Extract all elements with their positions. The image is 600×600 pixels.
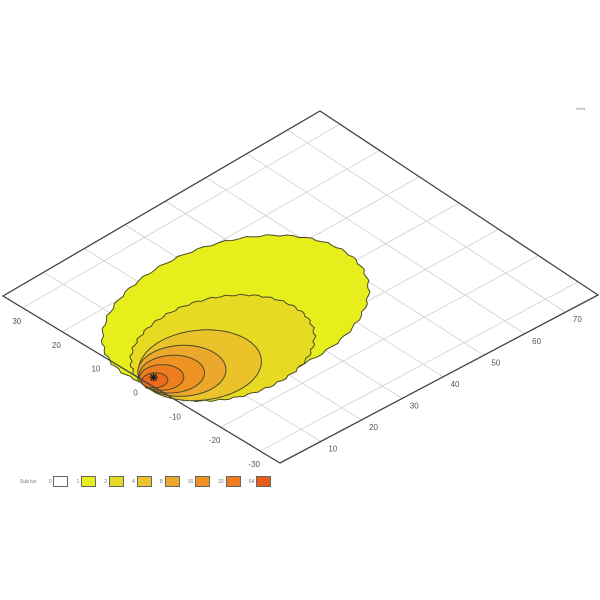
legend: Sub lux 0 1 2 4 8 16 32 64 xyxy=(20,476,279,487)
legend-item: 4 xyxy=(132,476,152,487)
x-tick-label: 70 xyxy=(573,315,582,324)
x-tick-label: 20 xyxy=(369,423,378,432)
legend-value: 0 xyxy=(48,478,52,485)
legend-value: 64 xyxy=(248,478,255,485)
legend-item: 64 xyxy=(249,476,272,487)
legend-item: 8 xyxy=(160,476,180,487)
tick-labels: 30 20 10 0 -10 -20 -30 10 20 30 40 50 60 70 xyxy=(12,315,582,469)
y-tick-label: -20 xyxy=(209,436,221,445)
grid-line-y xyxy=(260,281,579,452)
legend-label: Sub lux xyxy=(20,478,37,485)
legend-value: 8 xyxy=(159,478,163,485)
y-tick-label: 30 xyxy=(12,317,21,326)
x-tick-label: 30 xyxy=(410,401,419,410)
luminaire-star-icon xyxy=(149,373,158,382)
legend-value: 4 xyxy=(132,478,135,485)
legend-value: 16 xyxy=(187,478,194,485)
legend-swatch xyxy=(53,476,69,487)
legend-value: 1 xyxy=(76,478,80,485)
x-tick-label: 50 xyxy=(491,358,500,367)
contours xyxy=(100,234,371,403)
corner-note: Hella xyxy=(576,106,586,111)
legend-item: 32 xyxy=(218,476,241,487)
legend-swatch xyxy=(136,476,152,487)
legend-item: 16 xyxy=(188,476,211,487)
legend-item: 0 xyxy=(49,476,69,487)
x-tick-label: 40 xyxy=(451,380,460,389)
legend-swatch xyxy=(81,476,97,487)
legend-swatch xyxy=(225,476,241,487)
legend-swatch xyxy=(164,476,180,487)
legend-item: 2 xyxy=(104,476,125,487)
plot-frame xyxy=(1,110,600,464)
y-tick-label: 0 xyxy=(133,389,138,398)
y-tick-label: -30 xyxy=(248,460,260,469)
grid-line-y xyxy=(220,255,539,428)
x-tick-label: 10 xyxy=(328,444,337,453)
x-tick-label: 60 xyxy=(532,337,541,346)
grid-line-y xyxy=(22,123,341,309)
legend-item: 1 xyxy=(76,476,97,487)
contour-level-64 xyxy=(141,372,169,389)
legend-swatch xyxy=(195,476,211,487)
legend-value: 32 xyxy=(218,478,224,485)
grid-line-y xyxy=(62,150,380,333)
legend-value: 2 xyxy=(104,478,108,485)
y-tick-label: 10 xyxy=(91,365,100,374)
y-tick-label: -10 xyxy=(169,412,181,421)
y-tick-label: 20 xyxy=(52,341,61,350)
legend-swatch xyxy=(109,476,125,487)
luminaire-marker xyxy=(149,373,158,382)
legend-swatch xyxy=(256,476,272,487)
